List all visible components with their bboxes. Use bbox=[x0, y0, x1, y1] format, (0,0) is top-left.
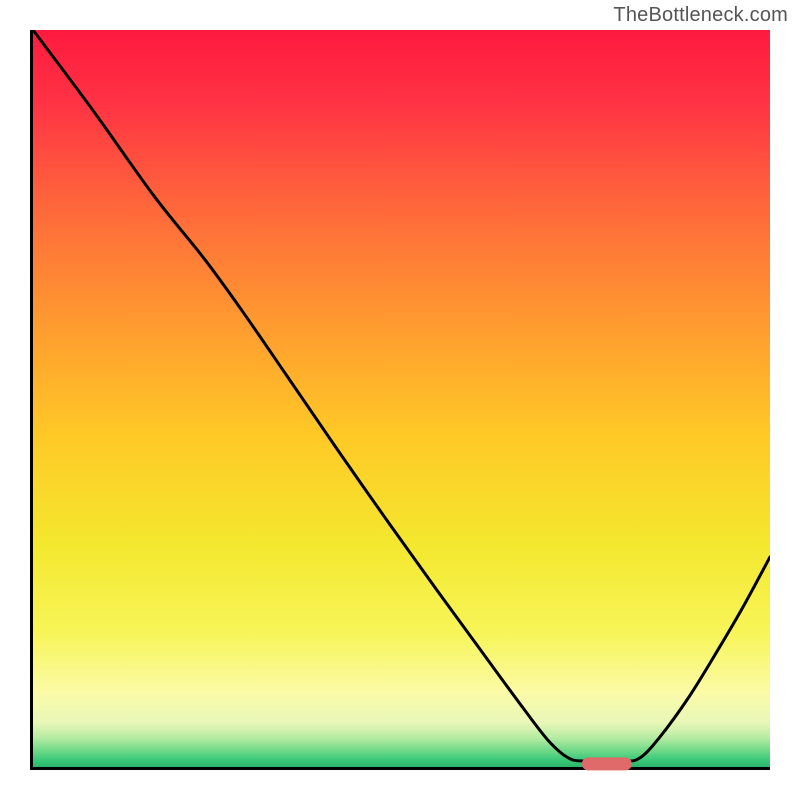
optimal-marker bbox=[581, 757, 631, 770]
chart-plot-area bbox=[30, 30, 770, 770]
bottleneck-curve bbox=[33, 30, 770, 767]
watermark-text: TheBottleneck.com bbox=[613, 4, 788, 27]
